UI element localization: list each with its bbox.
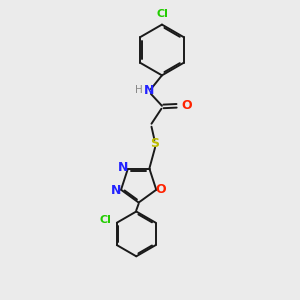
Text: H: H [135, 85, 143, 95]
Text: N: N [144, 84, 154, 98]
Text: N: N [118, 161, 128, 174]
Text: Cl: Cl [100, 215, 112, 225]
Text: Cl: Cl [156, 9, 168, 19]
Text: O: O [156, 183, 167, 196]
Text: O: O [181, 99, 192, 112]
Text: N: N [111, 184, 122, 197]
Text: S: S [151, 137, 160, 150]
